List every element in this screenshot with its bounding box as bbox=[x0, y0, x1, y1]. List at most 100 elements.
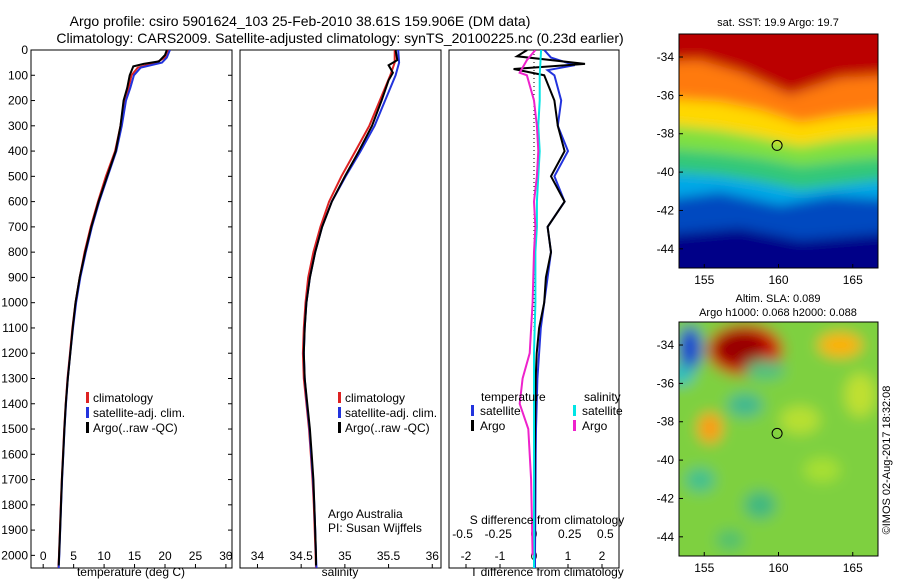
depth-tick-label: 1100 bbox=[2, 321, 28, 335]
temperature-series bbox=[57, 50, 171, 568]
map-x-tick-label: 165 bbox=[843, 561, 863, 575]
legend-t-satellite: satellite bbox=[480, 404, 521, 418]
map-y-tick-label: -36 bbox=[657, 88, 675, 102]
series-salinity-satellite bbox=[533, 50, 543, 568]
sla-map-subtitle: Argo h1000: 0.068 h2000: 0.088 bbox=[699, 307, 857, 319]
depth-tick-label: 2000 bbox=[1, 548, 28, 562]
x-tick-label: 5 bbox=[70, 549, 77, 563]
legend-salinity-title: salinity bbox=[584, 390, 621, 404]
series-argo-raw-qc- bbox=[302, 50, 399, 566]
legend-swatch-t-satellite bbox=[471, 405, 474, 416]
salinity-panel-frame bbox=[239, 49, 442, 569]
legend-argo: Argo(..raw -QC) bbox=[345, 421, 430, 435]
temperature-xlabel: temperature (deg C) bbox=[77, 565, 185, 579]
map-x-tick-label: 160 bbox=[768, 561, 788, 575]
x-tick-label: 1 bbox=[565, 549, 572, 563]
depth-tick-label: 1500 bbox=[1, 422, 28, 436]
x-tick-label: 25 bbox=[189, 549, 203, 563]
depth-ticks: 0100200300400500600700800900100011001200… bbox=[1, 43, 232, 562]
map-y-tick-label: -44 bbox=[657, 530, 675, 544]
series-temperature-argo bbox=[513, 50, 586, 556]
legend-swatch-climatology bbox=[86, 392, 89, 403]
legend-temperature-title: temperature bbox=[481, 390, 546, 404]
difference-xlabel: T difference from climatology bbox=[470, 565, 624, 579]
depth-tick-label: 1400 bbox=[1, 397, 28, 411]
difference-legend: temperature salinity satellite Argo sate… bbox=[471, 390, 623, 433]
depth-tick-label: 900 bbox=[8, 270, 28, 284]
depth-tick-label: 1000 bbox=[1, 296, 28, 310]
depth-tick-label: 1700 bbox=[1, 473, 28, 487]
x-tick-label: 15 bbox=[128, 549, 142, 563]
legend-s-satellite: satellite bbox=[582, 404, 623, 418]
x-tick-label: 10 bbox=[97, 549, 111, 563]
map-x-tick-label: 155 bbox=[694, 273, 714, 287]
salinity-xlabel: salinity bbox=[322, 565, 359, 579]
legend-t-argo: Argo bbox=[480, 419, 506, 433]
depth-tick-label: 600 bbox=[8, 195, 28, 209]
x-tick-label: 36 bbox=[426, 549, 440, 563]
x-tick-label: 20 bbox=[158, 549, 172, 563]
map-y-tick-label: -40 bbox=[657, 453, 675, 467]
salinity-legend: climatology satellite-adj. clim. Argo(..… bbox=[328, 391, 437, 535]
x-tick-label: 34 bbox=[251, 549, 265, 563]
depth-tick-label: 100 bbox=[8, 68, 28, 82]
sst-map-title: sat. SST: 19.9 Argo: 19.7 bbox=[717, 17, 839, 29]
legend-satellite: satellite-adj. clim. bbox=[93, 406, 185, 420]
legend-swatch-t-argo bbox=[471, 420, 474, 431]
depth-tick-label: 1200 bbox=[1, 346, 28, 360]
sla-map-field bbox=[679, 322, 878, 556]
depth-tick-label: 0 bbox=[21, 43, 28, 57]
difference-top-label: S difference from climatology bbox=[470, 513, 625, 527]
legend-climatology: climatology bbox=[345, 391, 405, 405]
temperature-ticks: 0 5 10 15 20 25 30 bbox=[40, 549, 233, 568]
legend-swatch-climatology bbox=[338, 392, 341, 403]
legend-swatch-satellite bbox=[86, 407, 89, 418]
salinity-ticks: 34 34.5 35 35.5 36 bbox=[251, 549, 439, 568]
header-line2: Climatology: CARS2009. Satellite-adjuste… bbox=[56, 30, 623, 46]
depth-tick-label: 400 bbox=[8, 144, 28, 158]
sst-map-ticks: 155 160 165 -34 -36 -38 -40 -42 -44 bbox=[657, 50, 863, 287]
map-y-tick-label: -34 bbox=[657, 338, 675, 352]
sla-argo-marker bbox=[771, 427, 783, 439]
temperature-panel-frame bbox=[30, 49, 233, 569]
map-x-tick-label: 155 bbox=[694, 561, 714, 575]
x-tick-label: -2 bbox=[461, 549, 472, 563]
map-y-tick-label: -42 bbox=[657, 203, 675, 217]
map-y-tick-label: -42 bbox=[657, 491, 675, 505]
legend-s-argo: Argo bbox=[582, 419, 608, 433]
legend-swatch-s-satellite bbox=[573, 405, 576, 416]
depth-tick-label: 500 bbox=[8, 169, 28, 183]
x-tick-label: 35 bbox=[338, 549, 352, 563]
header-line1: Argo profile: csiro 5901624_103 25-Feb-2… bbox=[70, 13, 531, 29]
x-tick-label: 34.5 bbox=[289, 549, 313, 563]
salinity-series bbox=[301, 50, 401, 568]
series-salinity-argo bbox=[518, 50, 540, 556]
s-tick-label: 0.5 bbox=[597, 527, 614, 541]
series-temperature-satellite bbox=[534, 50, 576, 568]
depth-tick-label: 1800 bbox=[1, 498, 28, 512]
legend-swatch-argo bbox=[338, 422, 341, 433]
sla-map-title: Altim. SLA: 0.089 bbox=[736, 293, 821, 305]
legend-swatch-argo bbox=[86, 422, 89, 433]
map-y-tick-label: -44 bbox=[657, 242, 675, 256]
map-x-tick-label: 160 bbox=[768, 273, 788, 287]
legend-climatology: climatology bbox=[93, 391, 153, 405]
depth-tick-label: 1600 bbox=[1, 447, 28, 461]
sst-map-field bbox=[679, 34, 878, 268]
legend-argo: Argo(..raw -QC) bbox=[93, 421, 178, 435]
annotation-line2: PI: Susan Wijffels bbox=[328, 521, 422, 535]
x-tick-label: 2 bbox=[599, 549, 606, 563]
series-climatology bbox=[301, 50, 396, 568]
series-satellite-adj-clim- bbox=[302, 50, 401, 568]
depth-tick-label: 700 bbox=[8, 220, 28, 234]
map-x-tick-label: 165 bbox=[843, 273, 863, 287]
x-tick-label: 30 bbox=[219, 549, 233, 563]
map-y-tick-label: -36 bbox=[657, 376, 675, 390]
map-y-tick-label: -40 bbox=[657, 165, 675, 179]
legend-satellite: satellite-adj. clim. bbox=[345, 406, 437, 420]
x-tick-label: 0 bbox=[40, 549, 47, 563]
map-y-tick-label: -38 bbox=[657, 415, 675, 429]
temperature-legend: climatology satellite-adj. clim. Argo(..… bbox=[86, 391, 185, 435]
s-tick-label: -0.5 bbox=[452, 527, 473, 541]
